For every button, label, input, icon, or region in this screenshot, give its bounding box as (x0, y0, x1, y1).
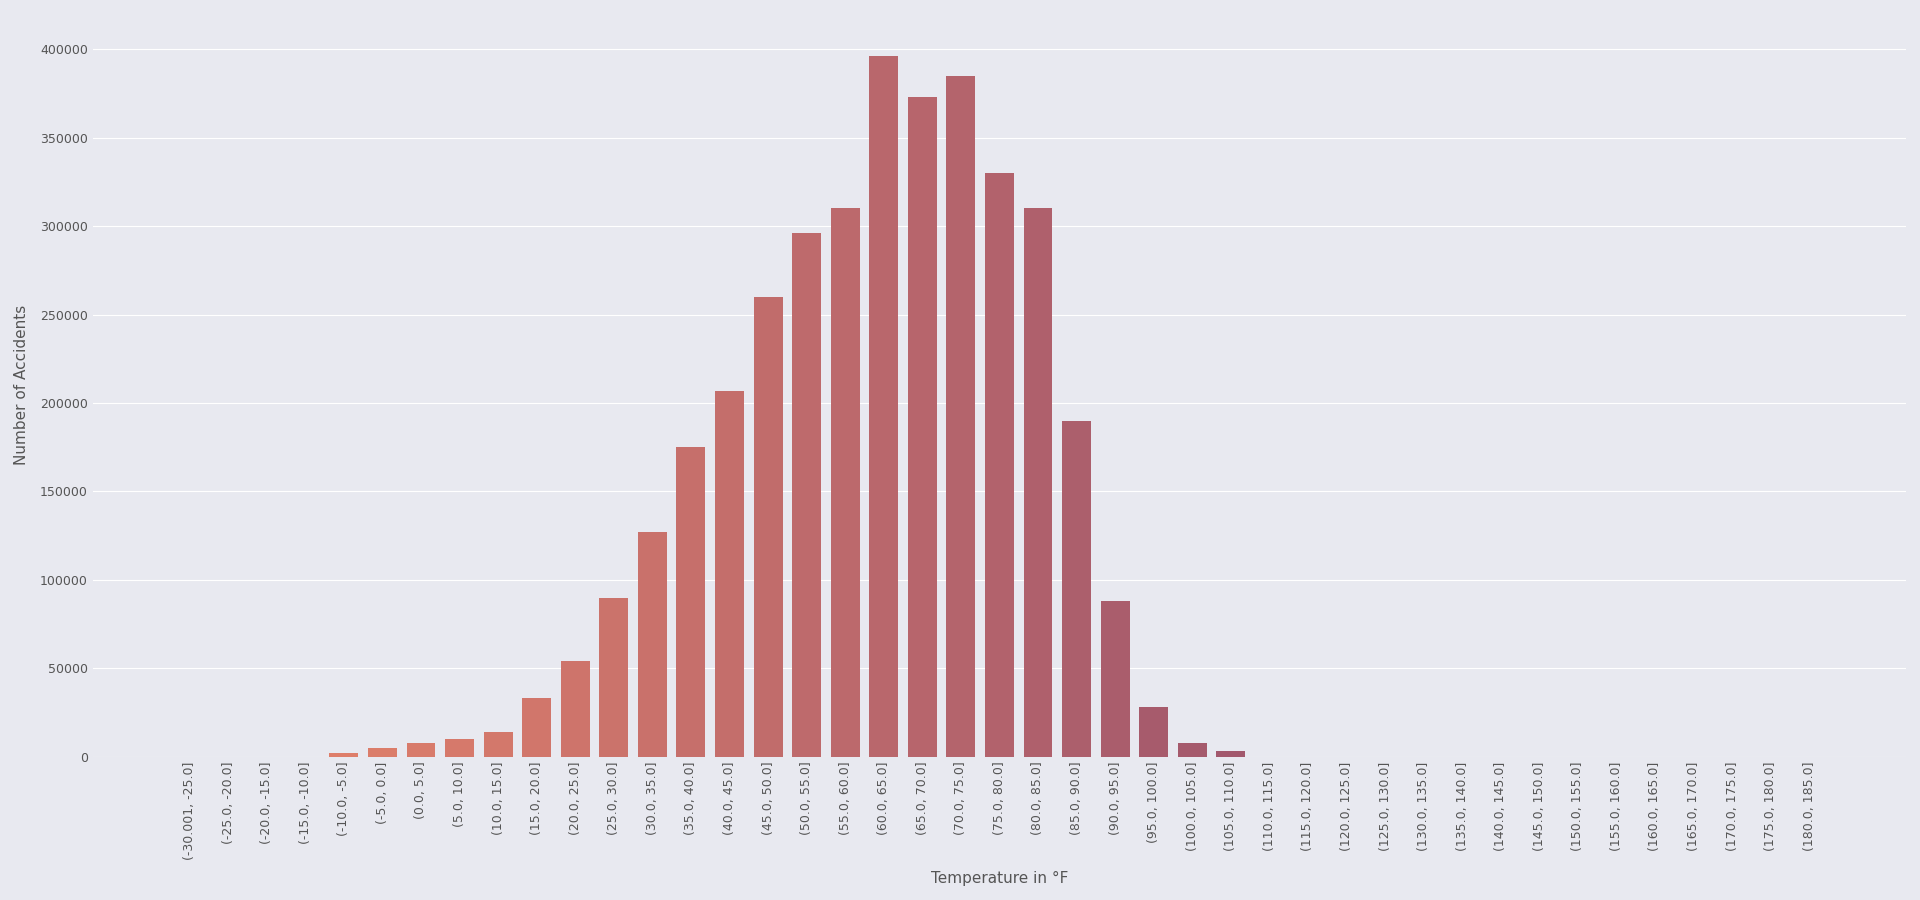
Bar (793, 233, 822, 757)
Bar (753, 297, 783, 757)
X-axis label: Temperature in °F: Temperature in °F (931, 871, 1068, 886)
Bar (947, 76, 975, 757)
Bar (1177, 742, 1206, 757)
Bar (561, 662, 589, 757)
Bar (637, 532, 666, 757)
Bar (407, 742, 436, 757)
Bar (445, 739, 474, 757)
Bar (484, 732, 513, 757)
Bar (1062, 420, 1091, 757)
Bar (522, 698, 551, 757)
Bar (870, 57, 899, 757)
Bar (985, 173, 1014, 757)
Bar (714, 391, 743, 757)
Bar (908, 97, 937, 757)
Bar (599, 598, 628, 757)
Bar (1217, 751, 1246, 757)
Bar (1023, 209, 1052, 757)
Bar (369, 748, 397, 757)
Bar (676, 447, 705, 757)
Bar (1139, 707, 1167, 757)
Bar (1100, 601, 1129, 757)
Bar (831, 209, 860, 757)
Y-axis label: Number of Accidents: Number of Accidents (13, 305, 29, 465)
Bar (330, 753, 359, 757)
